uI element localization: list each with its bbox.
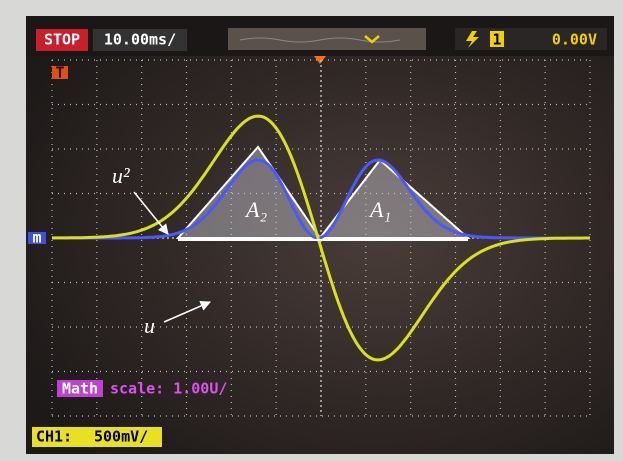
math-marker-label: m — [32, 229, 41, 247]
u-label: u — [144, 313, 155, 338]
timebase: 10.00ms/ — [104, 31, 176, 49]
area-2-label: A₂ — [244, 197, 267, 222]
trigger-level: 0.00V — [552, 31, 597, 49]
channel-scale: 500mV/ — [94, 428, 148, 446]
area-1-label: A₁ — [368, 197, 391, 222]
channel-label: CH1: — [36, 428, 72, 446]
u-squared-label: u² — [112, 163, 130, 188]
math-scale: scale: 1.00U/ — [110, 380, 227, 398]
trigger-channel: 1 — [492, 31, 501, 49]
run-state: STOP — [44, 31, 80, 49]
oscilloscope-photo: STOP 10.00ms/ 1 0.00V T m u² u A₂ A₁ Mat… — [0, 0, 623, 461]
math-label: Math — [62, 380, 98, 398]
trigger-marker-label: T — [55, 64, 64, 82]
